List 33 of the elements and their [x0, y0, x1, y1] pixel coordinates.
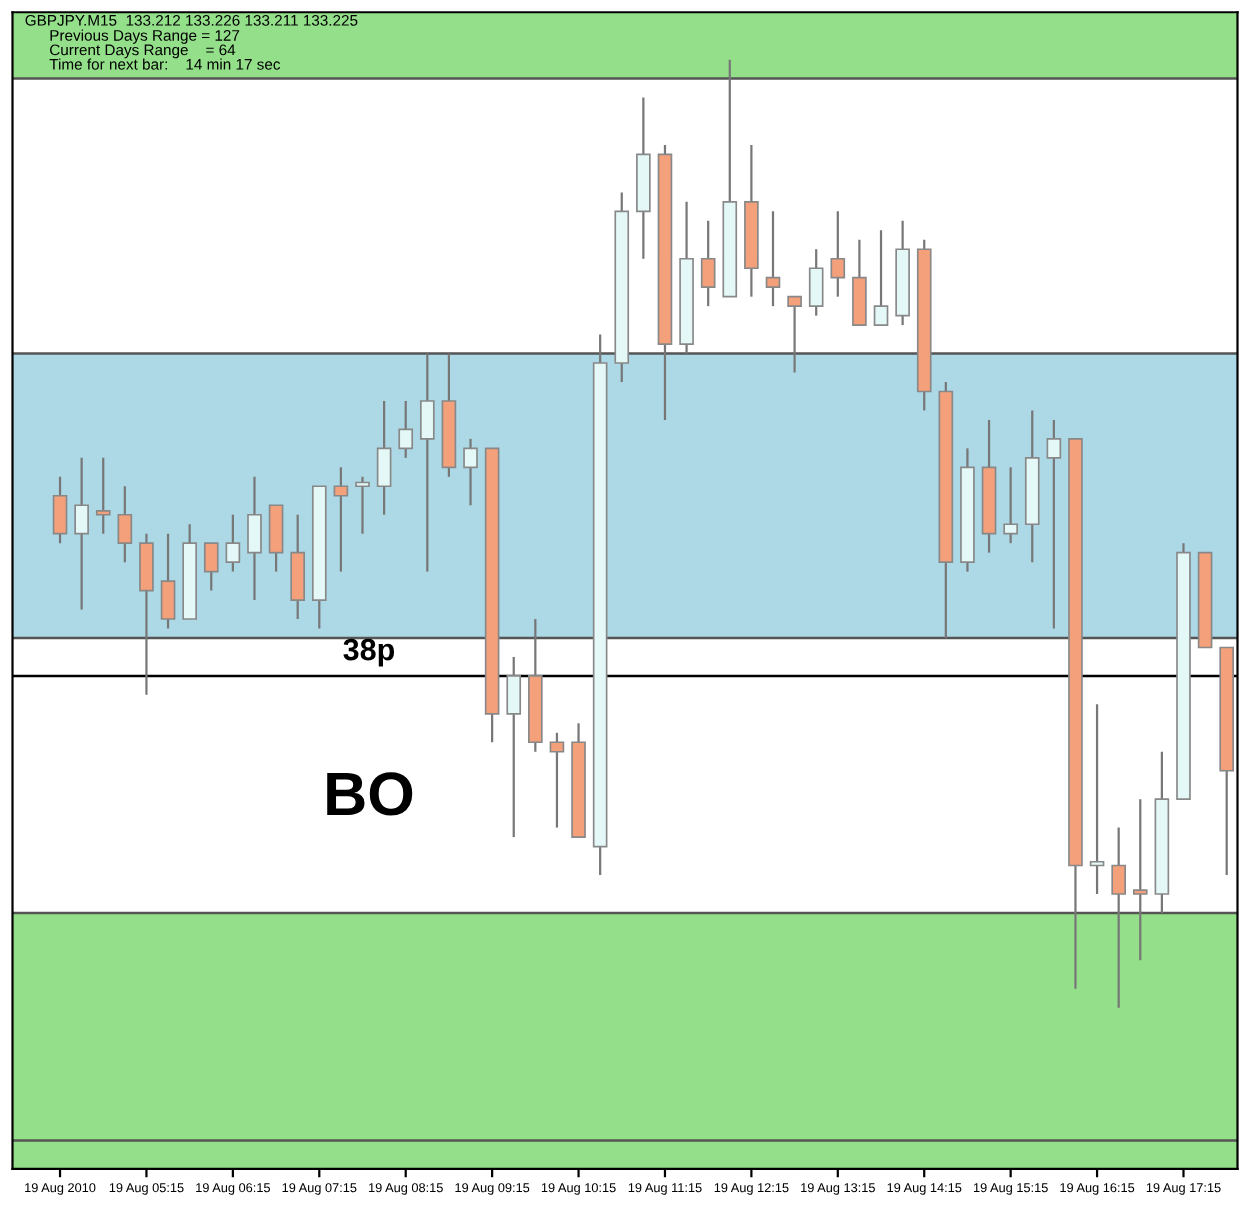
candlestick	[376, 399, 392, 516]
candlestick	[1111, 826, 1126, 1009]
candlestick	[398, 399, 414, 459]
candlestick	[247, 475, 262, 602]
candlestick	[333, 466, 349, 573]
candlestick	[852, 238, 867, 327]
candlestick	[1089, 703, 1105, 896]
candlestick	[873, 229, 889, 327]
candlestick	[549, 731, 565, 829]
band-label: 38p	[343, 638, 395, 667]
candlestick	[765, 210, 781, 308]
candlestick	[787, 295, 802, 374]
candlestick	[1003, 466, 1018, 545]
candlestick	[52, 475, 68, 545]
candlestick	[1132, 798, 1148, 962]
candlestick	[506, 655, 522, 839]
candlestick	[355, 475, 370, 535]
candlestick	[95, 456, 111, 535]
candlestick	[419, 352, 435, 573]
candlestick	[290, 513, 306, 621]
candlestick	[139, 532, 154, 696]
candlestick	[1046, 418, 1062, 630]
candlestick	[117, 485, 133, 564]
annotation: BO	[327, 772, 413, 816]
candlestick	[808, 248, 824, 317]
candlestick	[160, 532, 176, 630]
candlestick	[700, 219, 716, 308]
candlestick	[74, 456, 89, 611]
candlestick	[830, 210, 846, 298]
candlestick	[463, 437, 478, 507]
candlestick	[203, 542, 219, 592]
candlestick	[225, 513, 241, 573]
candlestick	[268, 504, 284, 573]
